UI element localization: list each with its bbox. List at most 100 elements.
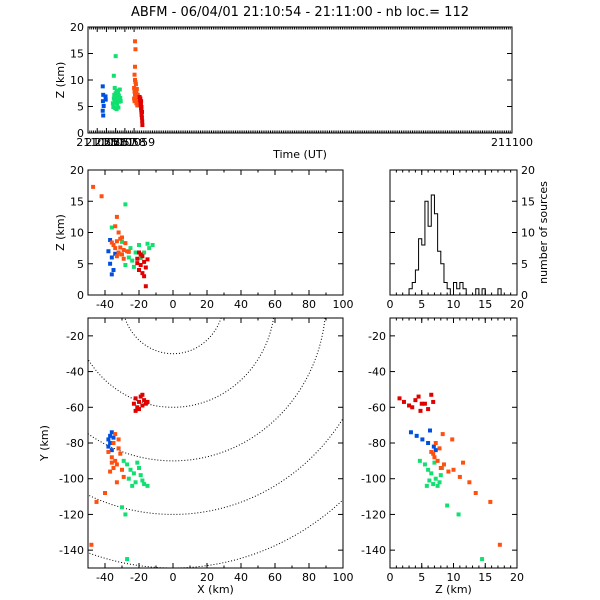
time-point-orange bbox=[133, 64, 138, 69]
time-xlabel: Time (UT) bbox=[272, 148, 327, 161]
zy-point-green bbox=[433, 476, 438, 481]
xz-point-orange bbox=[116, 230, 121, 235]
zy-point-orange bbox=[450, 437, 455, 442]
zy-ytick-label: -20 bbox=[368, 330, 386, 343]
time-point-green bbox=[111, 105, 116, 110]
xy-point-orange bbox=[106, 449, 111, 454]
xy-point-red bbox=[142, 398, 147, 403]
time-point-orange bbox=[133, 82, 138, 87]
xy-point-blue bbox=[109, 448, 114, 453]
time-point-red bbox=[139, 105, 144, 110]
range-circle bbox=[88, 318, 326, 462]
time-xtick-label: 211100 bbox=[491, 136, 533, 149]
xy-point-orange bbox=[89, 542, 94, 547]
xy-ytick-label: -60 bbox=[66, 401, 84, 414]
zy-point-red bbox=[429, 392, 434, 397]
xy-point-red bbox=[140, 403, 145, 408]
xz-point-red bbox=[143, 265, 148, 270]
zy-point-blue bbox=[420, 437, 425, 442]
zy-ytick-label: -100 bbox=[361, 473, 386, 486]
zy-point-orange bbox=[440, 432, 445, 437]
xz-point-green bbox=[120, 239, 124, 244]
xz-point-green bbox=[126, 255, 131, 260]
time-point-orange bbox=[133, 78, 138, 82]
zy-point-red bbox=[418, 408, 423, 413]
xy-point-orange bbox=[108, 469, 113, 474]
xz-ylabel: Z (km) bbox=[54, 214, 67, 251]
zy-point-blue bbox=[408, 430, 413, 435]
xz-point-red bbox=[142, 259, 147, 264]
xz-point-red bbox=[137, 268, 141, 272]
xz-point-orange bbox=[99, 194, 104, 199]
xy-point-green bbox=[128, 467, 133, 472]
xz-point-red bbox=[138, 252, 143, 257]
zy-point-orange bbox=[488, 499, 493, 504]
zy-point-orange bbox=[433, 441, 438, 445]
xz-point-blue bbox=[113, 251, 118, 256]
xz-xtick-label: 60 bbox=[268, 298, 282, 311]
figure-title: ABFM - 06/04/01 21:10:54 - 21:11:00 - nb… bbox=[131, 5, 469, 20]
xy-point-green bbox=[123, 512, 128, 517]
xy-point-blue bbox=[106, 444, 111, 449]
xz-xtick-label: 0 bbox=[170, 298, 177, 311]
time-point-blue bbox=[100, 108, 105, 113]
zy-point-green bbox=[431, 482, 436, 487]
zy-point-green bbox=[438, 473, 443, 478]
xy-point-orange bbox=[114, 462, 119, 467]
xy-point-orange bbox=[109, 460, 114, 465]
xy-point-orange bbox=[116, 446, 121, 451]
xy-point-green bbox=[133, 480, 138, 485]
hist-ytick-label: 5 bbox=[521, 258, 528, 271]
xy-point-orange bbox=[118, 451, 123, 456]
xz-point-red bbox=[138, 263, 143, 267]
xz-point-orange bbox=[118, 245, 123, 250]
zy-xtick-label: 5 bbox=[418, 571, 425, 584]
hist-xtick-label: 5 bbox=[418, 298, 425, 311]
time-point-orange bbox=[133, 39, 138, 44]
xz-point-orange bbox=[114, 239, 119, 244]
xz-point-green bbox=[147, 246, 152, 251]
time-point-blue bbox=[101, 92, 106, 97]
zy-ytick-label: -120 bbox=[361, 508, 386, 521]
time-point-blue bbox=[103, 97, 108, 102]
xz-xtick-label: 80 bbox=[302, 298, 316, 311]
hist-ytick-label: 0 bbox=[521, 289, 528, 302]
xz-point-orange bbox=[126, 249, 131, 254]
xz-point-orange bbox=[109, 240, 114, 245]
time-point-green bbox=[111, 73, 116, 78]
zy-point-blue bbox=[414, 433, 419, 438]
xz-point-orange bbox=[113, 224, 118, 229]
xz-point-orange bbox=[113, 246, 118, 251]
zy-point-red bbox=[401, 399, 406, 404]
xz-xtick-label: 20 bbox=[200, 298, 214, 311]
xy-point-blue bbox=[106, 437, 111, 442]
xy-point-blue bbox=[109, 430, 114, 435]
xy-point-green bbox=[126, 476, 131, 481]
hist-xtick-label: 0 bbox=[387, 298, 394, 311]
time-point-blue bbox=[103, 94, 108, 99]
xy-xtick-label: 100 bbox=[333, 571, 354, 584]
zy-xlabel: Z (km) bbox=[435, 583, 472, 596]
xz-xtick-label: 40 bbox=[234, 298, 248, 311]
zy-point-orange bbox=[432, 455, 437, 460]
time-point-green bbox=[118, 99, 123, 104]
hist-ytick-label: 20 bbox=[521, 164, 535, 177]
xz-point-orange bbox=[116, 250, 121, 255]
zy-ytick-label: -80 bbox=[368, 437, 386, 450]
zy-point-red bbox=[407, 403, 412, 408]
zy-point-orange bbox=[435, 458, 440, 463]
xy-point-green bbox=[121, 458, 126, 463]
xz-ytick-label: 10 bbox=[70, 227, 84, 240]
time-point-red bbox=[140, 123, 145, 128]
xy-point-blue bbox=[108, 441, 113, 445]
xz-point-red bbox=[142, 274, 147, 279]
xz-point-orange bbox=[114, 254, 119, 259]
time-ylabel: Z (km) bbox=[54, 62, 67, 99]
xy-frame bbox=[87, 317, 344, 569]
time-point-green bbox=[115, 89, 120, 94]
zy-point-orange bbox=[451, 467, 456, 472]
xy-point-green bbox=[120, 505, 124, 510]
xy-xtick-label: 20 bbox=[200, 571, 214, 584]
